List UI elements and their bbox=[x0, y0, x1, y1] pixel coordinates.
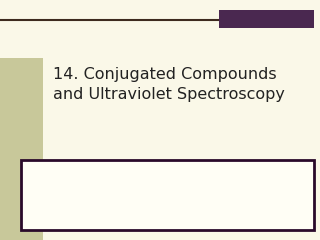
Bar bbox=[21, 160, 314, 230]
Bar bbox=[219, 10, 314, 28]
Bar bbox=[0, 58, 43, 240]
Text: 14. Conjugated Compounds
and Ultraviolet Spectroscopy: 14. Conjugated Compounds and Ultraviolet… bbox=[53, 67, 285, 102]
